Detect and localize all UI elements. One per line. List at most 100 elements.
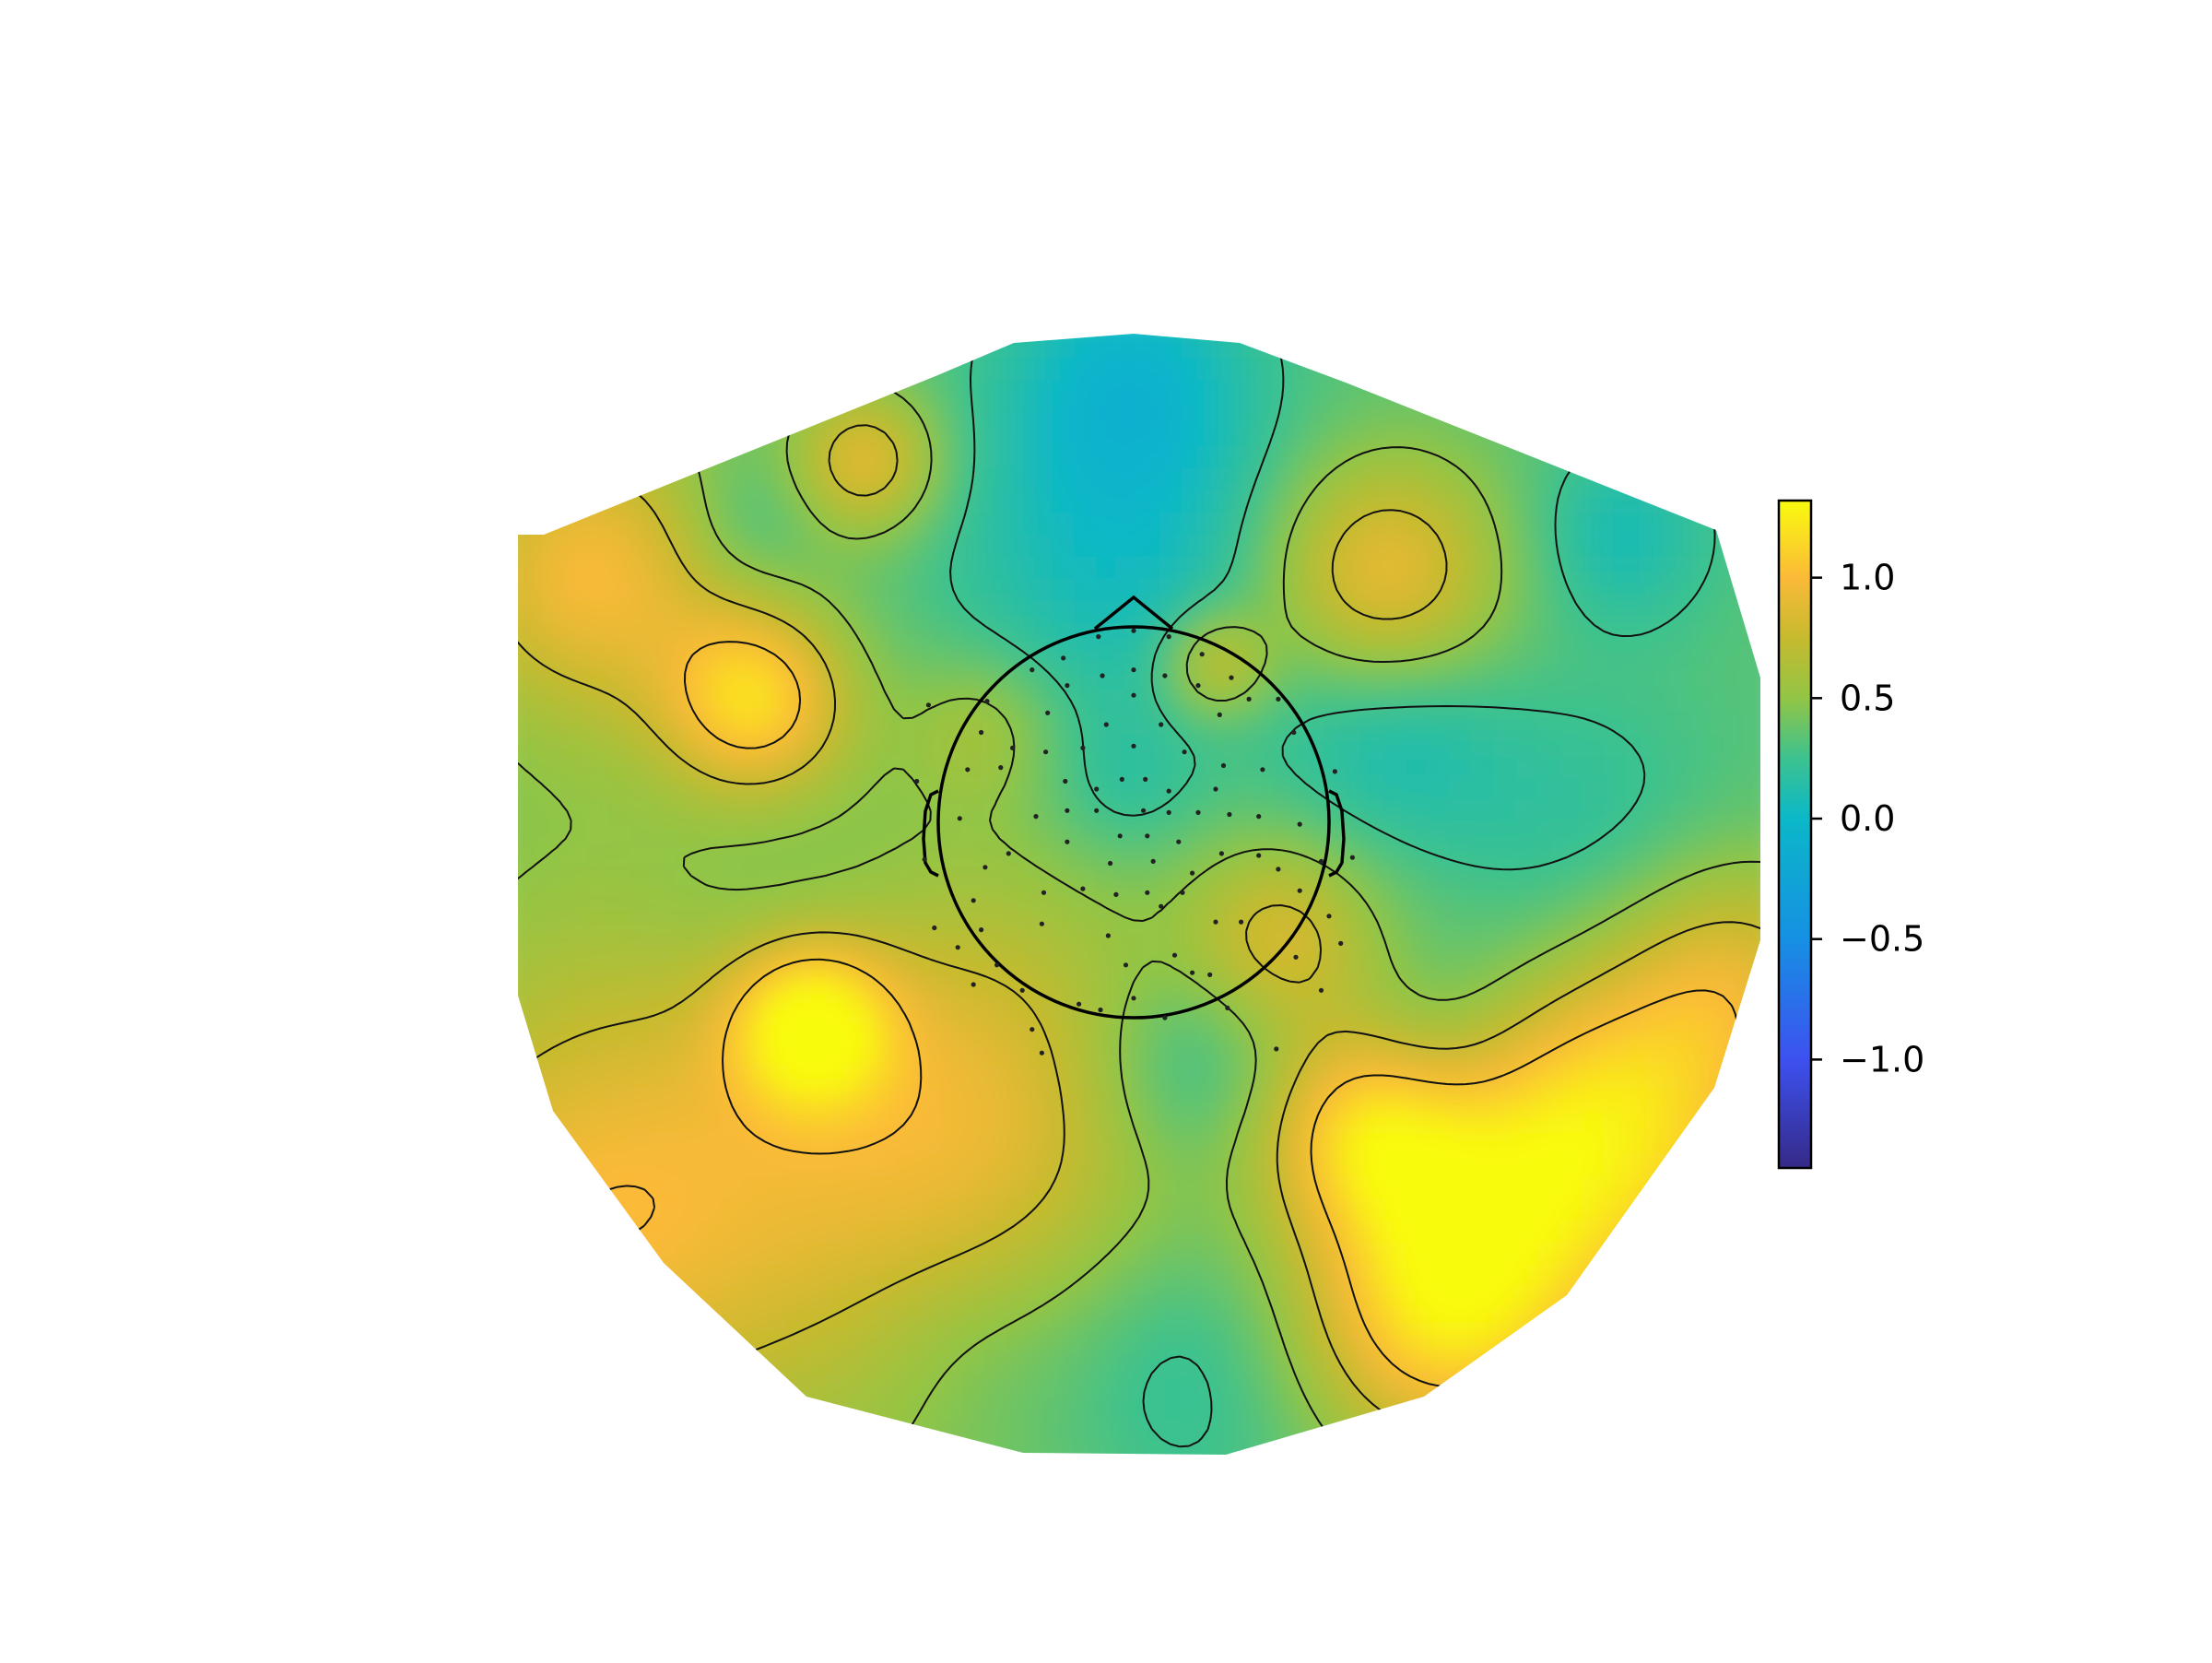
field-cell (586, 1176, 609, 1199)
field-cell (1714, 1176, 1737, 1199)
field-cell (741, 1132, 764, 1155)
field-cell (1582, 1309, 1605, 1332)
field-cell (1559, 1420, 1583, 1443)
field-cell (1670, 1221, 1693, 1244)
sensor-dot (984, 699, 990, 704)
field-cell (1427, 1044, 1450, 1067)
field-cell (1493, 1132, 1516, 1155)
field-cell (1736, 601, 1759, 624)
field-cell (1073, 1044, 1096, 1067)
field-cell (1515, 358, 1538, 381)
field-cell (1427, 667, 1450, 690)
field-cell (940, 424, 963, 447)
field-cell (741, 1287, 764, 1310)
field-cell (1316, 1375, 1339, 1398)
field-cell (1626, 334, 1649, 336)
field-cell (1559, 1088, 1583, 1111)
field-cell (1449, 1398, 1472, 1421)
field-cell (1139, 468, 1162, 491)
field-cell (874, 1331, 897, 1354)
field-cell (763, 468, 786, 491)
field-cell (1471, 490, 1494, 513)
field-cell (1427, 1464, 1450, 1487)
field-cell (675, 513, 698, 536)
field-cell (653, 977, 676, 1000)
sensor-dot (1338, 940, 1344, 946)
field-cell (1073, 513, 1096, 536)
field-cell (1449, 867, 1472, 890)
field-cell (1161, 1221, 1184, 1244)
field-cell (1139, 557, 1162, 580)
field-cell (1117, 1464, 1140, 1487)
field-cell (630, 490, 653, 513)
field-cell (1228, 490, 1251, 513)
field-cell (1692, 1287, 1715, 1310)
field-cell (1471, 358, 1494, 381)
field-cell (1382, 1375, 1406, 1398)
field-cell (697, 911, 720, 934)
field-cell (1073, 1221, 1096, 1244)
field-cell (608, 999, 631, 1022)
field-cell (1692, 490, 1715, 513)
field-cell (1537, 1398, 1560, 1421)
field-cell (984, 358, 1007, 381)
field-cell (1736, 1044, 1759, 1067)
field-cell (896, 468, 919, 491)
field-cell (1670, 712, 1693, 735)
field-cell (586, 336, 609, 359)
field-cell (1537, 424, 1560, 447)
sensor-dot (1061, 655, 1066, 661)
field-cell (763, 334, 786, 336)
field-cell (1405, 712, 1428, 735)
field-cell (741, 535, 764, 558)
field-cell (1382, 667, 1406, 690)
field-cell (608, 1353, 631, 1376)
field-cell (962, 1044, 985, 1067)
sensor-dot (1217, 712, 1222, 718)
field-cell (719, 1353, 742, 1376)
field-cell (1427, 380, 1450, 403)
field-cell (1228, 1331, 1251, 1354)
field-cell (1117, 889, 1140, 912)
field-cell (1006, 402, 1030, 425)
field-cell (1449, 557, 1472, 580)
field-cell (1073, 1398, 1096, 1421)
sensor-dot (1293, 954, 1299, 960)
field-cell (1161, 1044, 1184, 1067)
field-cell (1183, 1420, 1206, 1443)
field-cell (1183, 800, 1206, 823)
field-cell (830, 778, 853, 801)
field-cell (1051, 1132, 1074, 1155)
field-cell (520, 977, 543, 1000)
field-cell (1449, 1265, 1472, 1288)
field-cell (896, 1132, 919, 1155)
field-cell (1228, 1265, 1251, 1288)
field-cell (1250, 557, 1273, 580)
field-cell (1471, 1221, 1494, 1244)
field-cell (896, 1265, 919, 1288)
field-cell (1029, 380, 1052, 403)
field-cell (1714, 1132, 1737, 1155)
field-cell (608, 1398, 631, 1421)
field-cell (1360, 424, 1383, 447)
field-cell (1095, 1331, 1118, 1354)
sensor-dot (1166, 634, 1171, 640)
field-cell (741, 1309, 764, 1332)
field-cell (1626, 380, 1649, 403)
field-cell (564, 1287, 587, 1310)
field-cell (785, 623, 808, 646)
field-cell (852, 1420, 875, 1443)
field-cell (1559, 535, 1583, 558)
field-cell (1206, 1021, 1229, 1044)
field-cell (1272, 601, 1295, 624)
field-cell (874, 336, 897, 359)
field-cell (564, 933, 587, 956)
field-cell (1471, 645, 1494, 668)
field-cell (940, 1375, 963, 1398)
field-cell (741, 1464, 764, 1487)
field-cell (918, 645, 941, 668)
field-cell (564, 667, 587, 690)
field-cell (1228, 955, 1251, 978)
field-cell (830, 380, 853, 403)
field-cell (984, 446, 1007, 469)
